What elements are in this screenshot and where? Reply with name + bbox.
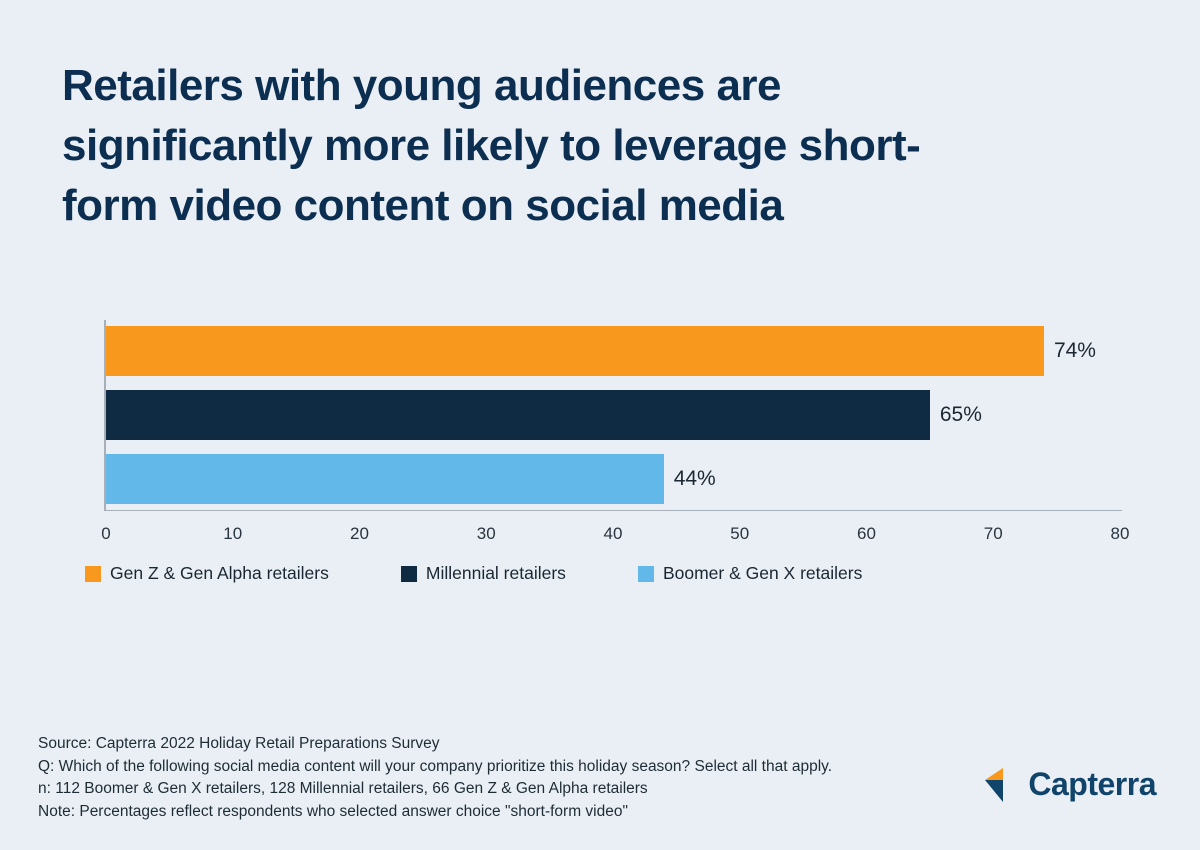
bar-row: 44% <box>106 454 1120 504</box>
x-axis-line <box>104 510 1122 511</box>
x-tick-label: 50 <box>730 524 750 543</box>
footer-line: Source: Capterra 2022 Holiday Retail Pre… <box>38 735 440 752</box>
capterra-logo-text: Capterra <box>1028 766 1156 802</box>
bar-boomer-gen-x-retailers <box>106 454 664 504</box>
chart-title-line: form video content on social media <box>62 181 784 230</box>
legend-swatch <box>400 565 417 582</box>
x-tick-label: 70 <box>983 524 1003 543</box>
legend-label: Boomer & Gen X retailers <box>662 563 863 583</box>
chart-title: Retailers with young audiences are signi… <box>62 56 1182 236</box>
legend-swatch <box>637 565 654 582</box>
chart-title-line: significantly more likely to leverage sh… <box>62 121 921 170</box>
capterra-logo-icon <box>985 767 1004 802</box>
x-tick-label: 10 <box>223 524 243 543</box>
footer-line: Q: Which of the following social media c… <box>38 757 833 775</box>
legend-item: Boomer & Gen X retailers <box>637 563 863 584</box>
x-tick-label: 0 <box>101 524 111 543</box>
bar-gen-z-gen-alpha-retailers <box>106 326 1044 376</box>
bar-plot: 74% 65% 44% <box>106 326 1120 504</box>
bar-value-label: 74% <box>1053 339 1096 362</box>
bar-row: 65% <box>106 390 1120 440</box>
bar-value-label: 44% <box>673 467 716 490</box>
footer-notes: Source: Capterra 2022 Holiday Retail Pre… <box>38 733 832 823</box>
x-tick-label: 80 <box>1110 524 1130 543</box>
legend-swatch <box>85 565 101 582</box>
capterra-logo: Capterra <box>983 766 1156 803</box>
x-tick-label: 60 <box>857 524 876 543</box>
legend-label: Millennial retailers <box>425 563 566 583</box>
chart-title-line: Retailers with young audiences are <box>62 61 782 110</box>
legend-item: Millennial retailers <box>400 563 566 584</box>
bar-value-label: 65% <box>939 403 982 426</box>
x-tick-label: 40 <box>603 524 623 543</box>
x-tick-label: 30 <box>476 524 496 543</box>
footer-line: Note: Percentages reflect respondents wh… <box>38 802 628 820</box>
y-axis-line <box>104 320 106 511</box>
x-axis-ticks: 0 10 20 30 40 50 60 70 80 <box>101 524 1129 548</box>
x-tick-label: 20 <box>350 524 369 543</box>
footer-line: n: 112 Boomer & Gen X retailers, 128 Mil… <box>38 780 648 797</box>
legend: Gen Z & Gen Alpha retailers Millennial re… <box>85 563 862 584</box>
bar-row: 74% <box>106 326 1120 376</box>
bar-millennial-retailers <box>106 390 930 440</box>
legend-label: Gen Z & Gen Alpha retailers <box>110 563 329 583</box>
legend-item: Gen Z & Gen Alpha retailers <box>85 563 329 584</box>
